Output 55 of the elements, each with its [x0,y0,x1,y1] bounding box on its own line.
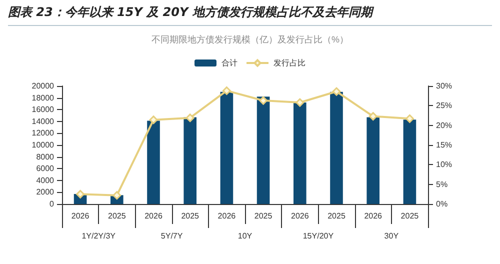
x-tick-label: 2025 [328,212,346,220]
x-tick-label: 2026 [364,212,383,220]
y-tick-label: 12000 [32,128,55,138]
y-tick-label: 18000 [32,93,55,102]
y2-tick-label: 15% [436,140,452,150]
legend-label: 发行占比 [274,58,306,68]
point [405,114,414,123]
x-tick-label: 2026 [218,212,236,220]
bar [330,92,343,204]
y-tick-label: 0 [50,200,55,208]
y-tick-label: 6000 [36,164,55,174]
text: 30Y [384,232,400,240]
x-tick-label: 2025 [400,212,420,220]
point [112,191,122,200]
y2-tick-label: 25% [436,101,452,110]
y2-tick-label: 30% [436,82,452,90]
point [149,116,158,124]
bar [293,102,306,204]
y2-tick-label: 10% [436,160,452,170]
y2-tick-label: 5% [436,180,448,189]
y2-tick-label: 0% [436,200,448,208]
bar [256,96,270,204]
x-tick-label: 2025 [181,212,200,220]
text: 5Y/7Y [160,232,184,240]
text: 15Y/20Y [302,232,334,240]
text: 1Y/2Y/3Y [82,232,116,240]
x-tick-label: 2026 [144,212,163,220]
y-tick-label: 2000 [36,188,55,197]
y-tick-label: 4000 [36,176,55,185]
bar [220,92,234,204]
y-tick-label: 14000 [32,116,55,126]
y2-tick-label: 20% [436,120,452,130]
point [186,114,194,122]
bar [403,120,416,204]
point [259,96,268,105]
point [368,112,378,121]
x-tick-label: 2026 [71,212,90,220]
legend-label: 合计 [222,58,238,68]
y-tick-label: 20000 [32,82,55,90]
text: 10Y [238,232,253,240]
chart-subtitle: 不同期限地方债发行规模（亿）及发行占比（%） [151,34,349,44]
chart-title: 图表 23：今年以来 15Y 及 20Y 地方债发行规模占比不及去年同期 [8,4,492,26]
bar [147,120,160,204]
y-tick-label: 10000 [32,140,55,150]
x-tick-label: 2025 [108,212,126,220]
y-tick-label: 8000 [36,152,55,162]
point [296,98,304,107]
x-tick-label: 2026 [291,212,310,220]
bar [366,117,380,204]
point [222,86,231,95]
point [332,87,341,96]
bar [184,117,197,204]
point [76,190,85,198]
x-tick-label: 2025 [254,212,273,220]
y-tick-label: 16000 [32,105,55,114]
